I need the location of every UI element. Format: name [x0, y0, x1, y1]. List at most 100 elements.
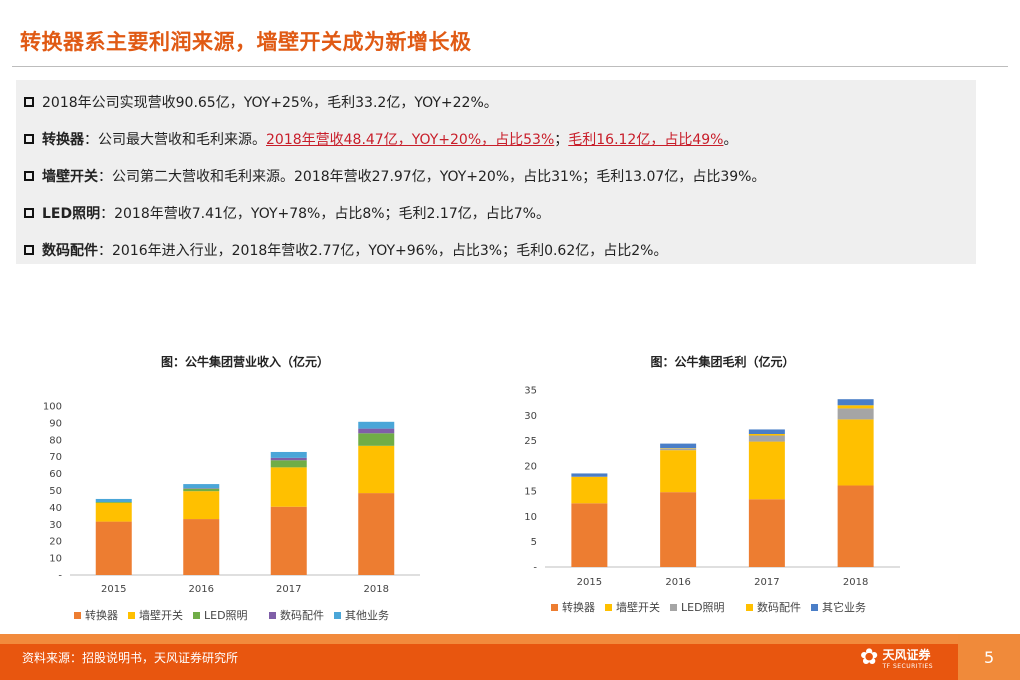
y-tick-label: 70 — [49, 452, 62, 463]
footer-accent-band — [0, 634, 1020, 644]
bar-segment — [748, 499, 785, 567]
y-tick-label: 35 — [524, 386, 537, 397]
bullet-text: 2018年公司实现营收90.65亿，YOY+25%，毛利33.2亿，YOY+22… — [42, 95, 498, 111]
y-tick-label: 30 — [524, 411, 537, 422]
square-bullet-icon — [24, 245, 34, 255]
company-logo: ✿ 天风证券 TF SECURITIES — [860, 646, 933, 671]
bar-segment — [183, 519, 220, 575]
x-category-label: 2017 — [754, 577, 779, 588]
bar-segment — [660, 450, 697, 493]
page-number: 5 — [984, 648, 995, 667]
bullet-item-converter: 转换器 ：公司最大营收和毛利来源。 2018年营收48.47亿，YOY+20%，… — [24, 129, 737, 149]
bar-segment — [270, 506, 307, 575]
bar-segment — [183, 488, 220, 492]
bullet-key: LED照明 — [42, 206, 101, 222]
legend-swatch — [128, 612, 135, 619]
legend-swatch — [193, 612, 200, 619]
gross-profit-chart: 图：公牛集团毛利（亿元） - 5 10 15 20 25 30 35 2015 2016 2017 20… — [524, 354, 900, 614]
y-tick-label: 20 — [524, 461, 537, 472]
legend-label: LED照明 — [204, 609, 248, 622]
y-tick-label: 50 — [49, 486, 62, 497]
legend-swatch — [605, 604, 612, 611]
bullet-item-wall-switch: 墙壁开关 ：公司第二大营收和毛利来源。2018年营收27.97亿，YOY+20%… — [24, 166, 765, 186]
bullet-text: ：公司最大营收和毛利来源。 — [84, 132, 266, 148]
bar-segment — [358, 421, 395, 429]
bar-segment — [837, 408, 874, 420]
y-tick-label: 20 — [49, 537, 62, 548]
bar-segment — [95, 498, 132, 502]
legend-swatch — [551, 604, 558, 611]
y-tick-label: 100 — [43, 402, 62, 413]
chart-title: 图：公牛集团营业收入（亿元） — [161, 354, 329, 369]
bullet-item-led: LED照明 ：2018年营收7.41亿，YOY+78%，占比8%；毛利2.17亿… — [24, 203, 550, 223]
legend-swatch — [269, 612, 276, 619]
bar-segment — [358, 445, 395, 494]
bullet-end: 。 — [723, 132, 738, 148]
revenue-chart: 图：公牛集团营业收入（亿元） - 10 20 30 40 50 60 70 80 90 100 2015… — [43, 354, 420, 622]
bar-segment — [571, 503, 608, 567]
legend-swatch — [670, 604, 677, 611]
title-divider — [12, 66, 1008, 67]
legend-label: 转换器 — [562, 600, 595, 614]
bar-segment — [660, 443, 697, 449]
legend-label: 数码配件 — [280, 609, 324, 622]
bar-segment — [183, 484, 220, 489]
bar-segment — [270, 457, 307, 461]
bar-segment — [748, 429, 785, 434]
bar-segment — [358, 428, 395, 434]
bar-segment — [270, 451, 307, 458]
bar-segment — [95, 521, 132, 575]
y-tick-label: 80 — [49, 435, 62, 446]
x-category-label: 2016 — [665, 577, 690, 588]
legend-label: 数码配件 — [757, 601, 801, 614]
legend-label: LED照明 — [681, 601, 725, 614]
chart-title: 图：公牛集团毛利（亿元） — [650, 354, 794, 369]
page-title: 转换器系主要利润来源，墙壁开关成为新增长极 — [20, 30, 472, 54]
bullet-item-digital: 数码配件 ：2016年进入行业，2018年营收2.77亿，YOY+96%，占比3… — [24, 240, 667, 260]
y-tick-label: - — [533, 563, 537, 574]
y-tick-label: 40 — [49, 503, 62, 514]
bar-segment — [660, 448, 697, 449]
bullet-text: ：2016年进入行业，2018年营收2.77亿，YOY+96%，占比3%；毛利0… — [98, 243, 668, 259]
legend-label: 其他业务 — [345, 609, 389, 622]
bullet-item-summary: 2018年公司实现营收90.65亿，YOY+25%，毛利33.2亿，YOY+22… — [24, 92, 498, 112]
bar-segment — [95, 501, 132, 503]
bullet-highlight-profit: 毛利16.12亿，占比49% — [568, 132, 724, 148]
legend-label: 墙壁开关 — [616, 600, 660, 614]
x-category-label: 2016 — [189, 584, 214, 595]
y-tick-label: - — [58, 571, 62, 582]
logo-name: 天风证券 — [882, 648, 931, 662]
bullet-separator: ； — [554, 132, 569, 148]
legend-label: 转换器 — [85, 608, 118, 622]
bar-segment — [660, 492, 697, 567]
bullet-text: ：公司第二大营收和毛利来源。2018年营收27.97亿，YOY+20%，占比31… — [98, 169, 766, 185]
bar-segment — [837, 405, 874, 409]
x-category-label: 2015 — [577, 577, 602, 588]
x-category-label: 2018 — [364, 584, 389, 595]
bar-segment — [571, 476, 608, 477]
bar-segment — [270, 460, 307, 468]
bar-segment — [660, 448, 697, 451]
square-bullet-icon — [24, 134, 34, 144]
y-tick-label: 15 — [524, 487, 537, 498]
bar-segment — [95, 502, 132, 522]
y-tick-label: 90 — [49, 418, 62, 429]
legend-swatch — [746, 604, 753, 611]
source-note: 资料来源：招股说明书，天风证券研究所 — [22, 651, 239, 665]
bar-segment — [270, 467, 307, 507]
bar-segment — [837, 485, 874, 567]
square-bullet-icon — [24, 171, 34, 181]
square-bullet-icon — [24, 208, 34, 218]
legend-label: 墙壁开关 — [139, 608, 183, 622]
bar-segment — [358, 433, 395, 446]
bar-segment — [358, 493, 395, 575]
bullet-key: 数码配件 — [42, 243, 98, 259]
x-category-label: 2018 — [843, 577, 868, 588]
y-tick-label: 30 — [49, 520, 62, 531]
page-number-box — [958, 634, 1020, 680]
legend-swatch — [74, 612, 81, 619]
bar-segment — [837, 419, 874, 486]
bullet-key: 墙壁开关 — [42, 169, 98, 185]
bar-segment — [748, 433, 785, 436]
bar-segment — [571, 476, 608, 504]
